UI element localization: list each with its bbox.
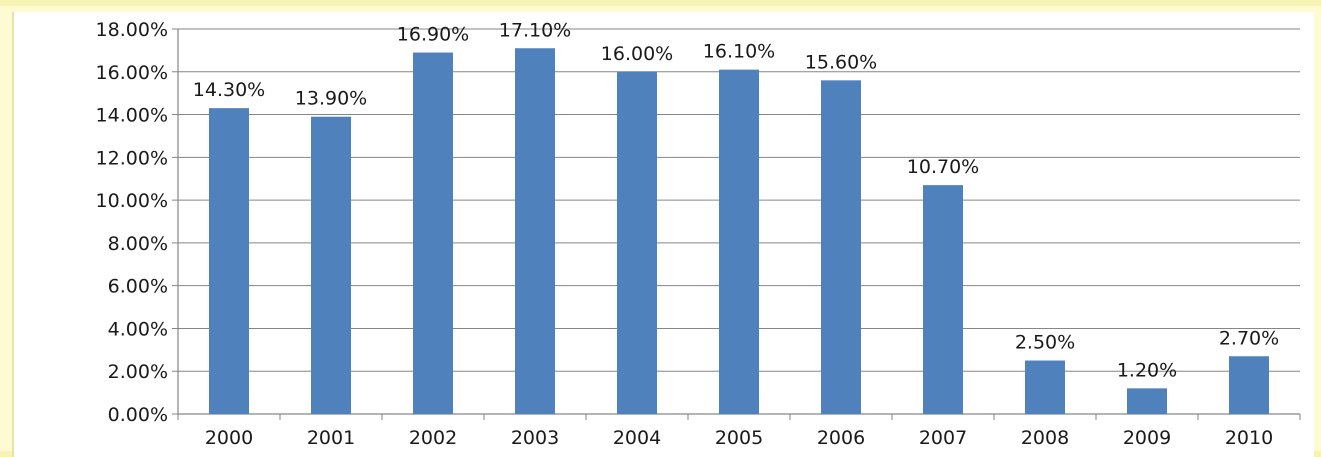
bar [1025, 360, 1065, 414]
bar [1127, 388, 1167, 414]
x-tick-label: 2005 [715, 427, 763, 449]
data-label: 1.20% [1117, 359, 1177, 381]
x-tick-label: 2002 [409, 427, 457, 449]
x-tick-label: 2001 [307, 427, 355, 449]
data-label: 16.00% [601, 43, 673, 65]
bar [413, 52, 453, 415]
y-tick-label: 8.00% [108, 233, 168, 255]
x-tick-label: 2008 [1021, 427, 1069, 449]
data-label: 17.10% [499, 19, 571, 41]
data-label: 16.10% [703, 41, 775, 63]
y-tick-label: 6.00% [108, 276, 168, 298]
y-tick-label: 18.00% [96, 19, 168, 41]
x-tick-label: 2006 [817, 427, 865, 449]
x-tick-label: 2007 [919, 427, 967, 449]
x-tick-label: 2010 [1225, 427, 1273, 449]
y-tick-label: 16.00% [96, 62, 168, 84]
data-label: 10.70% [907, 156, 979, 178]
bar [617, 71, 657, 415]
data-label: 14.30% [193, 79, 265, 101]
x-tick-label: 2003 [511, 427, 559, 449]
y-tick-label: 4.00% [108, 318, 168, 340]
data-label: 2.50% [1015, 332, 1075, 354]
x-tick-label: 2000 [205, 427, 253, 449]
x-tick-label: 2004 [613, 427, 661, 449]
y-tick-label: 14.00% [96, 105, 168, 127]
bar [515, 48, 555, 414]
data-label: 16.90% [397, 24, 469, 46]
bar [1229, 356, 1269, 414]
x-tick-label: 2009 [1123, 427, 1171, 449]
bar [923, 185, 963, 414]
y-tick-label: 10.00% [96, 190, 168, 212]
data-label: 13.90% [295, 88, 367, 110]
data-label: 2.70% [1219, 327, 1279, 349]
y-tick-label: 12.00% [96, 147, 168, 169]
bar [821, 80, 861, 414]
data-label: 15.60% [805, 51, 877, 73]
y-tick-label: 0.00% [108, 404, 168, 426]
bar [209, 108, 249, 414]
bar [719, 69, 759, 414]
bar [311, 116, 351, 414]
y-tick-label: 2.00% [108, 361, 168, 383]
